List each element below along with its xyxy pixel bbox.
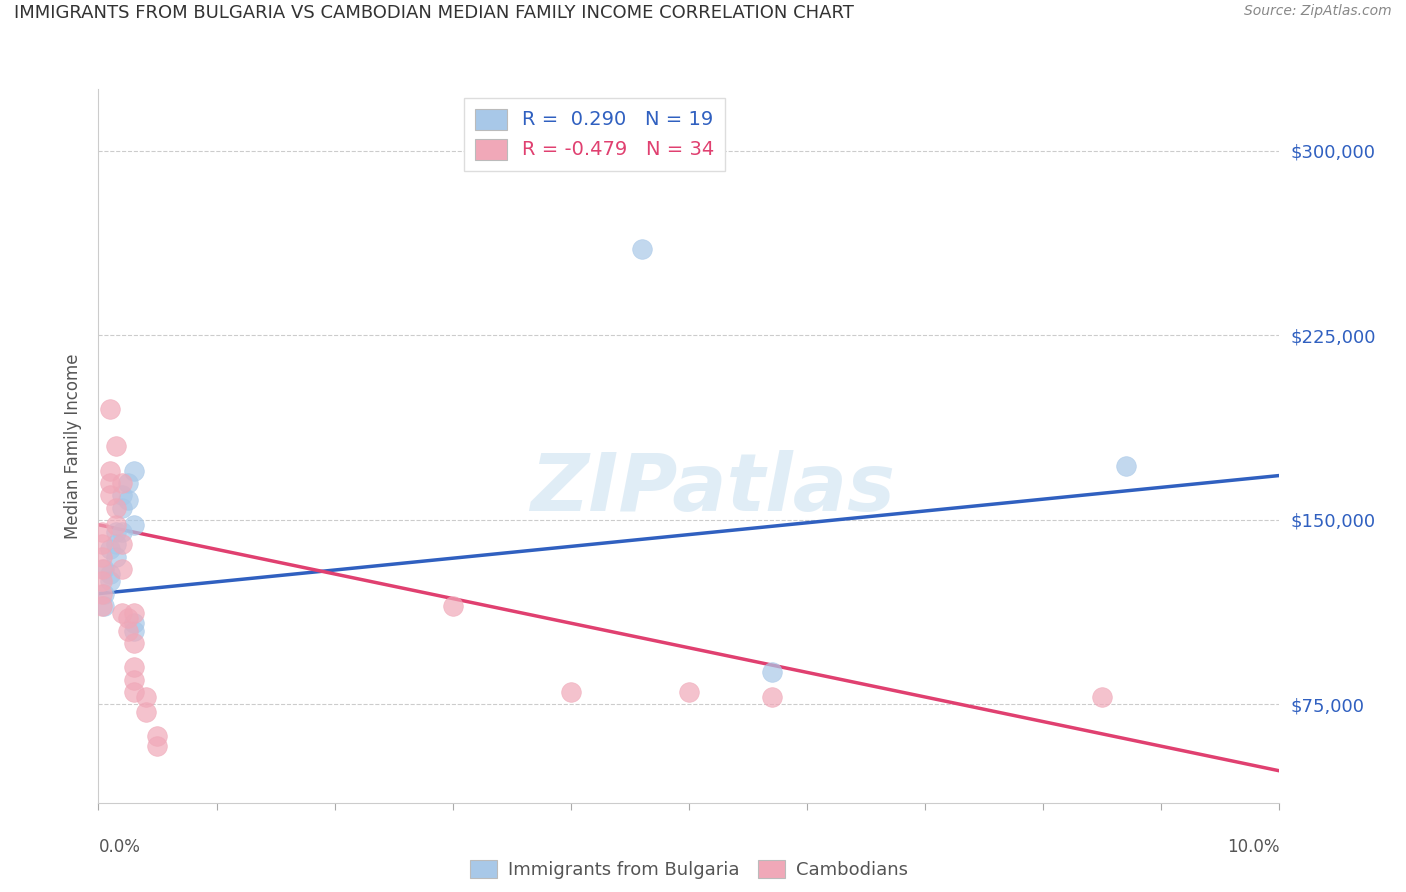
Point (146, 730, 169, 744)
Point (122, 517, 145, 532)
Point (105, 517, 128, 532)
Point (122, 685, 145, 699)
Point (122, 673, 145, 687)
Point (678, 685, 700, 699)
Point (105, 439, 128, 453)
Point (111, 562, 134, 576)
Text: 10.0%: 10.0% (1227, 838, 1279, 856)
Point (122, 624, 145, 638)
Point (135, 705, 157, 719)
Point (122, 464, 145, 478)
Point (91, 562, 114, 576)
Point (91, 549, 114, 564)
Point (122, 636, 145, 650)
Point (135, 690, 157, 704)
Point (122, 607, 145, 621)
Point (91, 537, 114, 551)
Point (111, 475, 134, 490)
Point (105, 525, 128, 540)
Point (98, 542, 121, 557)
Point (630, 242, 652, 256)
Point (91, 574, 114, 589)
Point (1091, 690, 1114, 704)
Point (93, 599, 115, 613)
Point (122, 660, 145, 674)
Point (98, 574, 121, 589)
Point (98, 402, 121, 417)
Point (111, 607, 134, 621)
Point (93, 587, 115, 601)
Point (111, 500, 134, 515)
Point (146, 739, 169, 754)
Point (105, 500, 128, 515)
Point (98, 566, 121, 581)
Point (117, 475, 139, 490)
Point (105, 537, 128, 551)
Point (761, 665, 783, 680)
Point (98, 475, 121, 490)
Point (117, 493, 139, 508)
Point (111, 537, 134, 551)
Point (98, 464, 121, 478)
Text: 0.0%: 0.0% (98, 838, 141, 856)
Point (91, 587, 114, 601)
Point (93, 562, 115, 576)
Point (122, 616, 145, 631)
Point (111, 488, 134, 502)
Text: Source: ZipAtlas.com: Source: ZipAtlas.com (1244, 4, 1392, 19)
Point (111, 525, 134, 540)
Y-axis label: Median Family Income: Median Family Income (65, 353, 83, 539)
Point (117, 624, 139, 638)
Point (441, 599, 464, 613)
Point (91, 525, 114, 540)
Point (117, 611, 139, 625)
Point (1115, 458, 1137, 473)
Text: IMMIGRANTS FROM BULGARIA VS CAMBODIAN MEDIAN FAMILY INCOME CORRELATION CHART: IMMIGRANTS FROM BULGARIA VS CAMBODIAN ME… (14, 4, 853, 22)
Legend: Immigrants from Bulgaria, Cambodians: Immigrants from Bulgaria, Cambodians (463, 853, 915, 887)
Point (91, 599, 114, 613)
Text: ZIPatlas: ZIPatlas (530, 450, 896, 528)
Point (761, 690, 783, 704)
Point (98, 488, 121, 502)
Point (560, 685, 582, 699)
Point (105, 549, 128, 564)
